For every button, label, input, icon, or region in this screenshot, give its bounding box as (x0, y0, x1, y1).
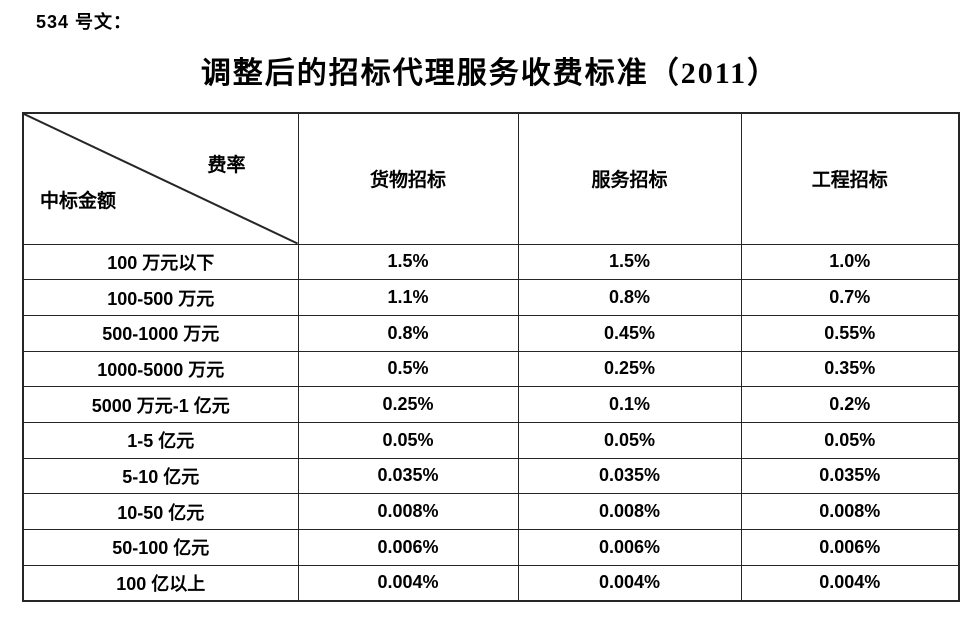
table-row: 100-500 万元 1.1% 0.8% 0.7% (22, 279, 960, 316)
rate-cell: 0.008% (517, 493, 742, 530)
rate-cell: 1.0% (740, 243, 960, 281)
rate-cell: 0.05% (297, 421, 519, 459)
table-row: 100 万元以下 1.5% 1.5% 1.0% (22, 243, 960, 281)
rate-cell: 0.8% (517, 279, 742, 316)
rate-cell: 1.5% (297, 243, 519, 281)
rate-cell: 0.006% (517, 529, 742, 566)
corner-label-bid-amount: 中标金额 (40, 191, 117, 212)
column-header-engineering-bidding: 工程招标 (740, 112, 960, 245)
rate-cell: 0.25% (297, 386, 519, 423)
rate-cell: 0.035% (517, 457, 742, 495)
header-row: 费率 中标金额 货物招标 服务招标 工程招标 (22, 112, 960, 245)
column-header-goods-bidding: 货物招标 (297, 112, 519, 245)
rate-cell: 1.1% (297, 279, 519, 316)
rate-cell: 0.05% (517, 421, 742, 459)
table-row: 100 亿以上 0.004% 0.004% 0.004% (22, 564, 960, 602)
rate-cell: 0.006% (740, 529, 960, 566)
diagonal-divider-line (24, 114, 298, 244)
amount-cell: 50-100 亿元 (22, 529, 299, 566)
rate-cell: 0.45% (517, 314, 742, 352)
doc-number-label: 534 号文： (36, 12, 133, 32)
table-row: 10-50 亿元 0.008% 0.008% 0.008% (22, 493, 960, 530)
amount-cell: 5-10 亿元 (22, 457, 299, 495)
amount-cell: 5000 万元-1 亿元 (22, 386, 299, 423)
table-row: 50-100 亿元 0.006% 0.006% 0.006% (22, 529, 960, 566)
rate-cell: 0.035% (297, 457, 519, 495)
table-row: 5000 万元-1 亿元 0.25% 0.1% 0.2% (22, 386, 960, 423)
rate-cell: 0.7% (740, 279, 960, 316)
fee-table-body: 100 万元以下 1.5% 1.5% 1.0% 100-500 万元 1.1% 0.8% 0.… (22, 243, 960, 602)
column-header-service-bidding: 服务招标 (517, 112, 742, 245)
amount-cell: 100 亿以上 (22, 564, 299, 602)
table-row: 1000-5000 万元 0.5% 0.25% 0.35% (22, 350, 960, 388)
table-row: 5-10 亿元 0.035% 0.035% 0.035% (22, 457, 960, 495)
fee-table: 费率 中标金额 货物招标 服务招标 工程招标 100 万元以下 1.5% 1.5% 1… (22, 112, 960, 602)
rate-cell: 0.004% (297, 564, 519, 602)
rate-cell: 0.55% (740, 314, 960, 352)
rate-cell: 0.35% (740, 350, 960, 388)
amount-cell: 100-500 万元 (22, 279, 299, 316)
rate-cell: 0.2% (740, 386, 960, 423)
amount-cell: 1000-5000 万元 (22, 350, 299, 388)
page-title: 调整后的招标代理服务收费标准（2011） (200, 57, 780, 90)
rate-cell: 0.004% (740, 564, 960, 602)
table-row: 1-5 亿元 0.05% 0.05% 0.05% (22, 421, 960, 459)
rate-cell: 0.004% (517, 564, 742, 602)
amount-cell: 10-50 亿元 (22, 493, 299, 530)
amount-cell: 1-5 亿元 (22, 421, 299, 459)
diagonal-header-cell: 费率 中标金额 (22, 112, 299, 245)
table-row: 500-1000 万元 0.8% 0.45% 0.55% (22, 314, 960, 352)
rate-cell: 0.5% (297, 350, 519, 388)
rate-cell: 1.5% (517, 243, 742, 281)
rate-cell: 0.008% (740, 493, 960, 530)
rate-cell: 0.006% (297, 529, 519, 566)
rate-cell: 0.008% (297, 493, 519, 530)
amount-cell: 500-1000 万元 (22, 314, 299, 352)
rate-cell: 0.035% (740, 457, 960, 495)
rate-cell: 0.1% (517, 386, 742, 423)
rate-cell: 0.25% (517, 350, 742, 388)
rate-cell: 0.8% (297, 314, 519, 352)
amount-cell: 100 万元以下 (22, 243, 299, 281)
corner-label-rate: 费率 (207, 155, 246, 176)
rate-cell: 0.05% (740, 421, 960, 459)
